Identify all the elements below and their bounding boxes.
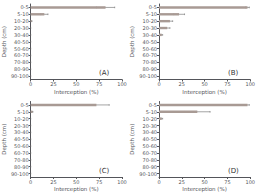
svg-text:30-40: 30-40 — [142, 32, 157, 38]
svg-text:0-5: 0-5 — [20, 4, 28, 10]
svg-text:Depth (cm): Depth (cm) — [129, 26, 136, 57]
svg-text:0: 0 — [29, 81, 32, 87]
svg-text:(B): (B) — [228, 69, 239, 77]
svg-text:80-90: 80-90 — [14, 66, 29, 72]
svg-text:90-100: 90-100 — [139, 73, 157, 79]
svg-text:40-50: 40-50 — [14, 39, 29, 45]
svg-text:20-30: 20-30 — [14, 123, 29, 129]
svg-text:10-20: 10-20 — [14, 116, 29, 122]
svg-text:Interception (%): Interception (%) — [54, 186, 99, 193]
svg-text:5-10: 5-10 — [17, 109, 28, 115]
svg-text:0: 0 — [29, 179, 32, 185]
svg-text:75: 75 — [224, 81, 230, 87]
svg-text:(D): (D) — [228, 167, 239, 175]
svg-text:90-100: 90-100 — [11, 171, 29, 177]
svg-text:0-5: 0-5 — [149, 102, 157, 108]
svg-text:30-40: 30-40 — [142, 129, 157, 135]
svg-text:90-100: 90-100 — [11, 73, 29, 79]
svg-text:10-20: 10-20 — [142, 18, 157, 24]
svg-text:5-10: 5-10 — [146, 109, 157, 115]
svg-text:(C): (C) — [99, 167, 110, 175]
svg-text:0: 0 — [157, 81, 160, 87]
svg-text:20-30: 20-30 — [142, 25, 157, 31]
svg-text:60-70: 60-70 — [14, 150, 29, 156]
svg-text:100: 100 — [117, 81, 127, 87]
svg-text:100: 100 — [245, 81, 255, 87]
svg-text:40-50: 40-50 — [14, 136, 29, 142]
svg-text:70-80: 70-80 — [14, 157, 29, 163]
svg-text:Depth (cm): Depth (cm) — [1, 26, 8, 57]
svg-text:70-80: 70-80 — [14, 59, 29, 65]
svg-text:25: 25 — [50, 179, 56, 185]
svg-text:0: 0 — [157, 179, 160, 185]
svg-text:70-80: 70-80 — [142, 157, 157, 163]
svg-text:5-10: 5-10 — [146, 11, 157, 17]
svg-text:Depth (cm): Depth (cm) — [129, 124, 136, 155]
svg-text:40-50: 40-50 — [142, 136, 157, 142]
svg-text:100: 100 — [245, 179, 255, 185]
svg-text:50: 50 — [73, 179, 79, 185]
svg-text:90-100: 90-100 — [139, 171, 157, 177]
svg-text:(A): (A) — [99, 69, 110, 77]
svg-text:Interception (%): Interception (%) — [182, 186, 227, 193]
svg-text:Depth (cm): Depth (cm) — [1, 124, 8, 155]
svg-text:Interception (%): Interception (%) — [182, 89, 227, 96]
svg-text:75: 75 — [96, 81, 102, 87]
svg-text:20-30: 20-30 — [14, 25, 29, 31]
svg-text:10-20: 10-20 — [14, 18, 29, 24]
svg-text:75: 75 — [96, 179, 102, 185]
svg-text:30-40: 30-40 — [14, 129, 29, 135]
svg-text:60-70: 60-70 — [142, 150, 157, 156]
svg-text:5-10: 5-10 — [17, 11, 28, 17]
svg-text:50: 50 — [201, 81, 207, 87]
svg-text:25: 25 — [179, 179, 185, 185]
svg-text:30-40: 30-40 — [14, 32, 29, 38]
svg-text:50-60: 50-60 — [14, 143, 29, 149]
svg-text:Interception (%): Interception (%) — [54, 89, 99, 96]
svg-text:50-60: 50-60 — [142, 46, 157, 52]
svg-text:0-5: 0-5 — [149, 4, 157, 10]
svg-text:80-90: 80-90 — [14, 164, 29, 170]
svg-text:20-30: 20-30 — [142, 123, 157, 129]
svg-text:70-80: 70-80 — [142, 59, 157, 65]
svg-text:0-5: 0-5 — [20, 102, 28, 108]
svg-text:40-50: 40-50 — [142, 39, 157, 45]
svg-text:50: 50 — [73, 81, 79, 87]
svg-text:80-90: 80-90 — [142, 66, 157, 72]
svg-text:25: 25 — [50, 81, 56, 87]
svg-text:10-20: 10-20 — [142, 116, 157, 122]
svg-text:50-60: 50-60 — [14, 46, 29, 52]
svg-text:100: 100 — [117, 179, 127, 185]
svg-text:50: 50 — [201, 179, 207, 185]
svg-text:50-60: 50-60 — [142, 143, 157, 149]
svg-text:80-90: 80-90 — [142, 164, 157, 170]
svg-text:75: 75 — [224, 179, 230, 185]
svg-text:25: 25 — [179, 81, 185, 87]
svg-text:60-70: 60-70 — [142, 52, 157, 58]
svg-text:60-70: 60-70 — [14, 52, 29, 58]
